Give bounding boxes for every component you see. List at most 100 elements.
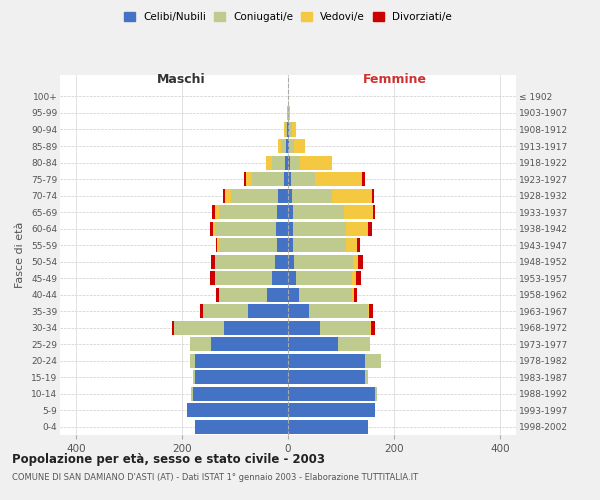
Bar <box>353 254 358 268</box>
Bar <box>278 188 288 202</box>
Bar <box>190 337 211 351</box>
Bar <box>275 254 288 268</box>
Bar <box>288 386 376 400</box>
Bar <box>272 156 286 170</box>
Bar <box>210 222 213 235</box>
Bar <box>376 386 377 400</box>
Bar <box>211 254 215 268</box>
Bar <box>368 222 372 235</box>
Bar <box>357 238 359 252</box>
Bar <box>266 156 272 170</box>
Bar <box>212 205 215 219</box>
Bar <box>373 205 376 219</box>
Bar <box>288 254 295 268</box>
Bar <box>288 205 293 219</box>
Bar <box>216 288 218 302</box>
Bar <box>365 354 381 368</box>
Bar <box>287 122 288 136</box>
Bar <box>284 172 288 186</box>
Bar <box>320 320 370 334</box>
Bar <box>245 172 252 186</box>
Bar <box>365 370 368 384</box>
Bar <box>369 304 373 318</box>
Bar <box>217 254 275 268</box>
Bar <box>372 188 374 202</box>
Bar <box>215 222 277 235</box>
Bar <box>295 139 305 153</box>
Bar <box>346 222 368 235</box>
Bar <box>292 188 332 202</box>
Bar <box>195 420 288 434</box>
Bar <box>278 139 281 153</box>
Bar <box>288 156 290 170</box>
Bar <box>219 238 277 252</box>
Bar <box>288 238 293 252</box>
Bar <box>288 337 338 351</box>
Bar <box>288 139 289 153</box>
Bar <box>288 271 296 285</box>
Bar <box>286 156 288 170</box>
Bar <box>314 172 362 186</box>
Bar <box>371 320 376 334</box>
Bar <box>174 320 224 334</box>
Bar <box>203 304 248 318</box>
Bar <box>285 122 287 136</box>
Y-axis label: Fasce di età: Fasce di età <box>16 222 25 288</box>
Bar <box>267 288 288 302</box>
Bar <box>187 403 288 417</box>
Bar <box>338 337 370 351</box>
Text: Popolazione per età, sesso e stato civile - 2003: Popolazione per età, sesso e stato civil… <box>12 452 325 466</box>
Bar <box>216 238 217 252</box>
Bar <box>195 370 288 384</box>
Bar <box>288 370 365 384</box>
Bar <box>277 222 288 235</box>
Bar <box>172 320 174 334</box>
Bar <box>215 254 217 268</box>
Bar <box>356 271 361 285</box>
Bar <box>309 304 368 318</box>
Bar <box>211 337 288 351</box>
Bar <box>344 205 373 219</box>
Bar <box>292 122 296 136</box>
Text: Femmine: Femmine <box>363 72 427 86</box>
Text: Maschi: Maschi <box>157 72 205 86</box>
Bar <box>248 304 288 318</box>
Bar <box>354 288 357 302</box>
Bar <box>288 122 289 136</box>
Bar <box>252 172 284 186</box>
Bar <box>296 271 352 285</box>
Bar <box>219 205 277 219</box>
Bar <box>352 271 356 285</box>
Bar <box>289 122 292 136</box>
Bar <box>191 386 193 400</box>
Bar <box>244 172 245 186</box>
Legend: Celibi/Nubili, Coniugati/e, Vedovi/e, Divorziati/e: Celibi/Nubili, Coniugati/e, Vedovi/e, Di… <box>122 10 454 24</box>
Bar <box>217 271 272 285</box>
Bar <box>195 354 288 368</box>
Bar <box>299 288 352 302</box>
Bar <box>200 304 203 318</box>
Bar <box>332 188 372 202</box>
Bar <box>224 320 288 334</box>
Bar <box>288 188 292 202</box>
Bar <box>210 271 215 285</box>
Bar <box>215 271 217 285</box>
Bar <box>284 122 285 136</box>
Bar <box>190 354 195 368</box>
Bar <box>362 172 365 186</box>
Bar <box>288 222 293 235</box>
Bar <box>293 205 344 219</box>
Bar <box>277 205 288 219</box>
Bar <box>231 188 278 202</box>
Bar <box>277 238 288 252</box>
Bar <box>288 354 365 368</box>
Bar <box>286 139 288 153</box>
Bar <box>219 288 267 302</box>
Bar <box>213 222 215 235</box>
Bar <box>358 254 363 268</box>
Bar <box>370 320 371 334</box>
Bar <box>295 254 353 268</box>
Bar <box>352 288 354 302</box>
Bar <box>288 420 368 434</box>
Bar <box>368 304 369 318</box>
